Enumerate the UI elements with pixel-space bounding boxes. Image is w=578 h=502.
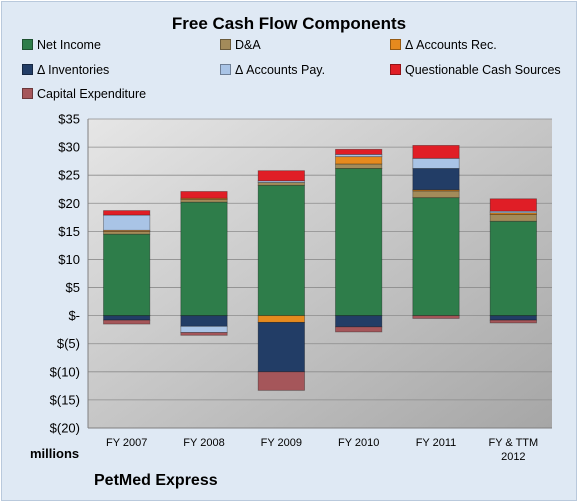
bar-segment (103, 319, 151, 325)
legend-swatch (220, 39, 231, 50)
y-tick-label: $15 (58, 224, 80, 239)
bar-segment (180, 201, 228, 317)
legend-swatch (22, 88, 33, 99)
legend-label: Net Income (37, 38, 101, 52)
bar-segment (257, 170, 305, 182)
x-tick-label: FY 2008 (183, 437, 224, 449)
bar-segment (103, 214, 151, 231)
bar-segment (257, 184, 305, 317)
bar-segment (489, 319, 537, 324)
legend-item: Questionable Cash Sources (390, 63, 561, 77)
legend-item: Net Income (22, 38, 101, 52)
y-tick-label: $10 (58, 252, 80, 267)
bar-segment (412, 315, 460, 319)
bar-segment (489, 220, 537, 317)
y-tick-label: $(5) (57, 336, 80, 351)
x-tick-label: FY & TTM (488, 437, 538, 449)
bar-segment (489, 214, 537, 222)
bar-segment (103, 210, 151, 216)
x-tick-label: FY 2009 (261, 437, 302, 449)
bar-segment (180, 332, 228, 336)
legend-swatch (220, 64, 231, 75)
bar-segment (489, 315, 537, 321)
y-tick-label: $(10) (50, 364, 80, 379)
bar-segment (257, 321, 305, 373)
legend-item: Δ Accounts Pay. (220, 63, 325, 77)
bar-segment (180, 198, 228, 203)
legend-label: Δ Accounts Rec. (405, 38, 497, 52)
bar-segment (180, 315, 228, 327)
x-tick-label: 2012 (501, 451, 525, 463)
legend-swatch (22, 64, 33, 75)
bar-segment (412, 145, 460, 159)
legend-label: Δ Inventories (37, 63, 110, 77)
bar-segment (335, 156, 383, 165)
legend-swatch (390, 39, 401, 50)
legend-swatch (22, 39, 33, 50)
y-tick-label: $20 (58, 196, 80, 211)
bar-segment (412, 168, 460, 191)
y-tick-label: $(15) (50, 392, 80, 407)
legend-item: Δ Accounts Rec. (390, 38, 497, 52)
bar-segment (103, 315, 151, 321)
bar-segment (335, 148, 383, 155)
bar-segment (335, 168, 383, 317)
bar-segment (335, 326, 383, 333)
bar-segment (412, 197, 460, 317)
bar-segment (489, 198, 537, 212)
bar-segment (412, 157, 460, 169)
units-label: millions (30, 446, 80, 461)
y-tick-label: $30 (58, 140, 80, 155)
bar-segment (257, 315, 305, 323)
chart-title: Free Cash Flow Components (171, 14, 407, 33)
bar-segment (335, 315, 383, 328)
bar-segment (103, 230, 151, 235)
bar-segment (335, 163, 383, 169)
y-tick-label: $25 (58, 168, 80, 183)
legend-label: Δ Accounts Pay. (235, 63, 326, 77)
bar-segment (412, 190, 460, 199)
bar-segment (257, 371, 305, 391)
legend-label: D&A (235, 38, 261, 52)
legend-label: Capital Expenditure (37, 87, 147, 101)
y-tick-label: $5 (66, 280, 80, 295)
x-tick-label: FY 2007 (106, 437, 147, 449)
legend-swatch (390, 64, 401, 75)
x-tick-label: FY 2011 (416, 437, 457, 449)
y-tick-label: $35 (58, 112, 80, 127)
y-tick-label: $(20) (50, 421, 80, 436)
legend-item: D&A (220, 38, 261, 52)
legend-item: Δ Inventories (22, 63, 109, 77)
plot-area (88, 119, 552, 428)
bar-segment (180, 325, 228, 333)
bar-segment (257, 182, 305, 186)
y-tick-label: $- (68, 308, 80, 323)
bar-segment (180, 191, 228, 199)
legend-item: Capital Expenditure (22, 87, 146, 101)
bar-segment (103, 233, 151, 317)
company-name: PetMed Express (94, 472, 218, 489)
legend-label: Questionable Cash Sources (405, 63, 561, 77)
x-tick-label: FY 2010 (338, 437, 379, 449)
